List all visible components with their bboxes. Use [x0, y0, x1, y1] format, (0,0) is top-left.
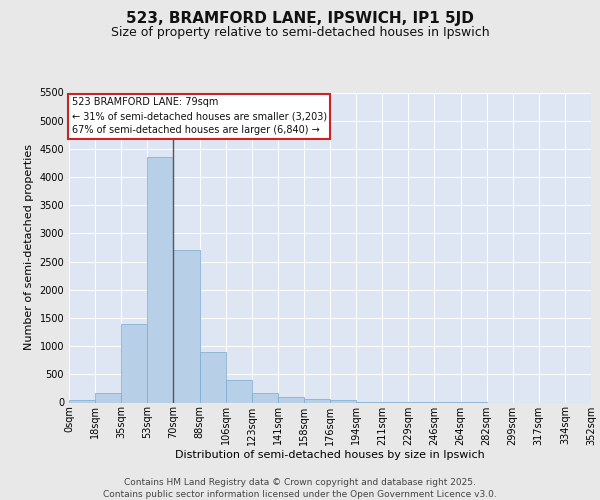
Bar — [121, 324, 148, 402]
Bar — [69, 400, 95, 402]
Bar — [278, 397, 304, 402]
Bar — [95, 393, 121, 402]
Y-axis label: Number of semi-detached properties: Number of semi-detached properties — [24, 144, 34, 350]
Text: Contains HM Land Registry data © Crown copyright and database right 2025.
Contai: Contains HM Land Registry data © Crown c… — [103, 478, 497, 499]
Bar — [252, 394, 278, 402]
Text: 523, BRAMFORD LANE, IPSWICH, IP1 5JD: 523, BRAMFORD LANE, IPSWICH, IP1 5JD — [126, 11, 474, 26]
Bar — [148, 157, 173, 402]
Bar — [173, 250, 199, 402]
Text: 523 BRAMFORD LANE: 79sqm
← 31% of semi-detached houses are smaller (3,203)
67% o: 523 BRAMFORD LANE: 79sqm ← 31% of semi-d… — [71, 97, 327, 135]
X-axis label: Distribution of semi-detached houses by size in Ipswich: Distribution of semi-detached houses by … — [175, 450, 485, 460]
Bar — [199, 352, 226, 403]
Bar — [330, 400, 356, 402]
Bar — [226, 380, 252, 402]
Text: Size of property relative to semi-detached houses in Ipswich: Size of property relative to semi-detach… — [110, 26, 490, 39]
Bar — [304, 399, 330, 402]
